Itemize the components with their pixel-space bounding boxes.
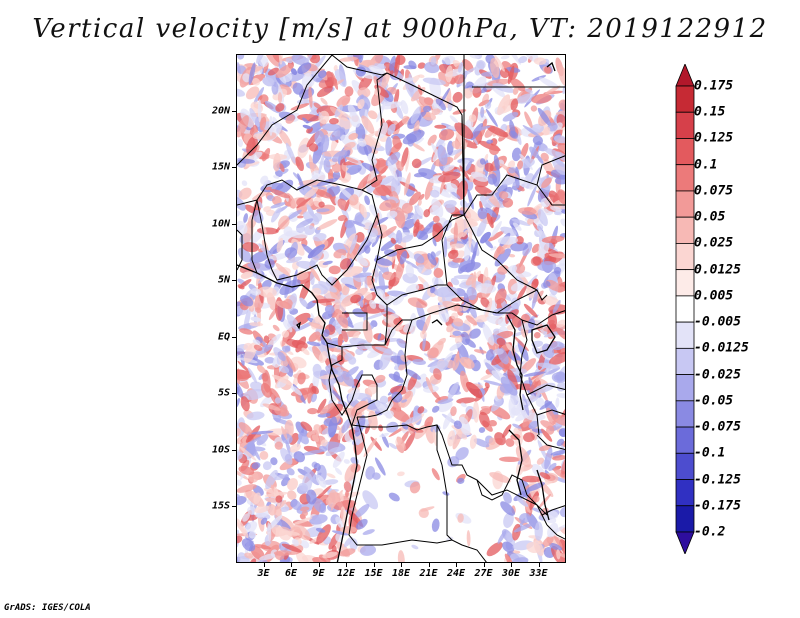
lon-tick xyxy=(538,563,540,567)
lat-tick xyxy=(232,280,236,282)
lon-tick-label: 30E xyxy=(501,568,521,579)
colorbar-segment xyxy=(675,190,695,218)
colorbar-segment xyxy=(675,164,695,192)
map-plot-area xyxy=(236,54,566,563)
lat-tick-label: 5N xyxy=(217,274,230,286)
colorbar xyxy=(675,64,695,554)
lon-tick xyxy=(291,563,292,567)
lon-tick-label: 15E xyxy=(364,568,383,579)
lon-tick-label: 33E xyxy=(529,568,548,579)
colorbar-label: 0.125 xyxy=(694,130,734,146)
lat-tick-label: 10S xyxy=(211,444,230,456)
lat-tick xyxy=(232,336,236,338)
colorbar-label: 0.1 xyxy=(694,157,718,173)
colorbar-label: -0.075 xyxy=(694,419,741,435)
lat-tick xyxy=(232,506,236,508)
lon-tick-label: 21E xyxy=(419,568,438,579)
colorbar-segment xyxy=(675,269,695,297)
colorbar-segment xyxy=(675,426,695,454)
colorbar-label: 0.0125 xyxy=(694,262,741,278)
lat-tick-label: EQ xyxy=(217,331,230,343)
colorbar-segment xyxy=(675,295,695,323)
velocity-field-map xyxy=(237,55,565,562)
colorbar-segment xyxy=(675,321,695,349)
lon-tick-label: 6E xyxy=(284,568,298,579)
lon-tick xyxy=(318,563,320,567)
lat-tick-label: 10N xyxy=(211,218,230,230)
colorbar-segment xyxy=(675,347,695,375)
colorbar-label: -0.025 xyxy=(694,367,741,383)
colorbar-label: -0.125 xyxy=(694,472,741,488)
colorbar-label: 0.05 xyxy=(694,209,726,225)
colorbar-segment xyxy=(675,400,695,428)
lat-tick-label: 20N xyxy=(211,105,230,117)
colorbar-label: 0.075 xyxy=(694,183,734,199)
lon-tick-label: 3E xyxy=(257,568,270,579)
colorbar-segment xyxy=(675,243,695,271)
colorbar-label: -0.0125 xyxy=(694,340,749,356)
lat-tick xyxy=(232,110,236,112)
lon-tick-label: 24E xyxy=(446,568,466,579)
lon-tick xyxy=(456,563,457,567)
colorbar-label: -0.05 xyxy=(694,393,734,409)
colorbar-segment xyxy=(675,216,695,244)
lon-tick xyxy=(428,563,430,567)
lon-tick-label: 9E xyxy=(312,568,325,579)
colorbar-segment xyxy=(675,452,695,480)
colorbar-label: -0.2 xyxy=(694,524,726,540)
lon-tick xyxy=(483,563,485,567)
lat-tick xyxy=(232,449,236,451)
lon-tick-label: 12E xyxy=(336,568,356,579)
colorbar-label: -0.1 xyxy=(694,445,726,461)
lon-tick xyxy=(263,563,265,567)
lat-tick xyxy=(232,167,236,169)
colorbar-label: -0.175 xyxy=(694,498,741,514)
lon-tick xyxy=(373,563,375,567)
colorbar-min-arrow xyxy=(675,531,695,554)
colorbar-segment xyxy=(675,85,695,113)
footer-credit: GrADS: IGES/COLA xyxy=(4,603,91,613)
lat-tick xyxy=(232,393,236,395)
coastlines-lakes xyxy=(237,61,556,562)
colorbar-label: 0.025 xyxy=(694,235,734,251)
lon-tick xyxy=(511,563,512,567)
colorbar-label: 0.175 xyxy=(694,78,734,94)
colorbar-segment xyxy=(675,111,695,139)
colorbar-label: 0.15 xyxy=(694,104,726,120)
colorbar-label: -0.005 xyxy=(694,314,741,330)
colorbar-segment xyxy=(675,138,695,166)
colorbar-segment xyxy=(675,374,695,402)
colorbar-segment xyxy=(675,505,695,533)
lat-tick xyxy=(232,223,236,225)
country-borders xyxy=(237,55,565,562)
colorbar-max-arrow xyxy=(675,64,695,87)
lat-tick-label: 15N xyxy=(211,161,230,173)
lat-tick-label: 15S xyxy=(211,500,230,512)
lon-tick xyxy=(346,563,347,567)
chart-title: Vertical velocity [m/s] at 900hPa, VT: 2… xyxy=(32,14,768,44)
colorbar-label: 0.005 xyxy=(694,288,734,304)
colorbar-segment xyxy=(675,479,695,507)
velocity-field xyxy=(237,55,565,562)
lon-tick-label: 27E xyxy=(474,568,493,579)
lon-tick-label: 18E xyxy=(391,568,411,579)
lon-tick xyxy=(401,563,402,567)
lat-tick-label: 5S xyxy=(217,387,230,399)
